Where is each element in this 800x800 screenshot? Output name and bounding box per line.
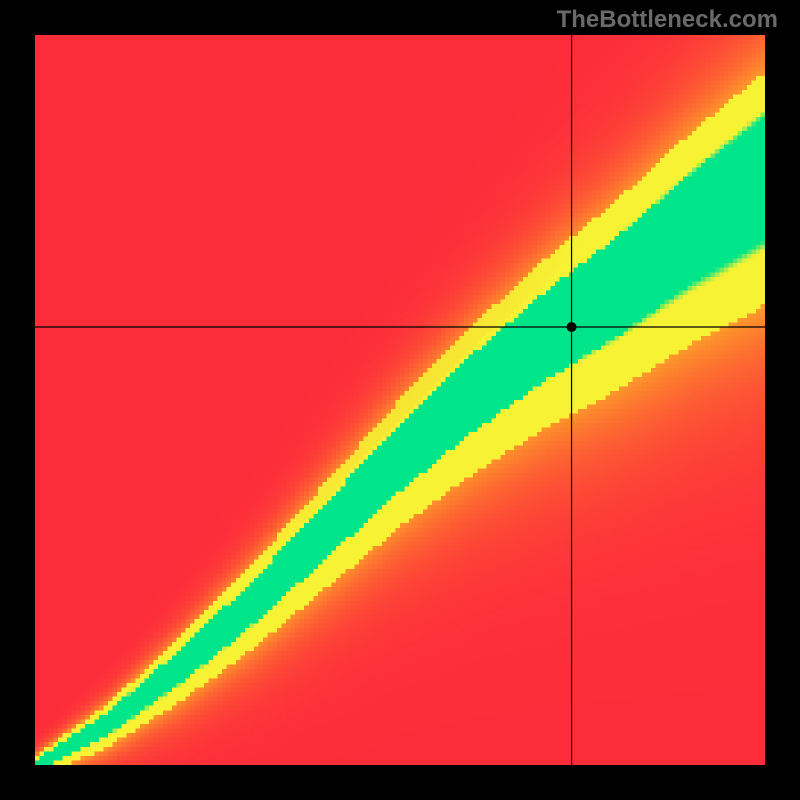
- plot-area: [35, 35, 765, 765]
- bottleneck-heatmap: [35, 35, 765, 765]
- watermark-text: TheBottleneck.com: [557, 6, 778, 34]
- chart-container: TheBottleneck.com: [0, 0, 800, 800]
